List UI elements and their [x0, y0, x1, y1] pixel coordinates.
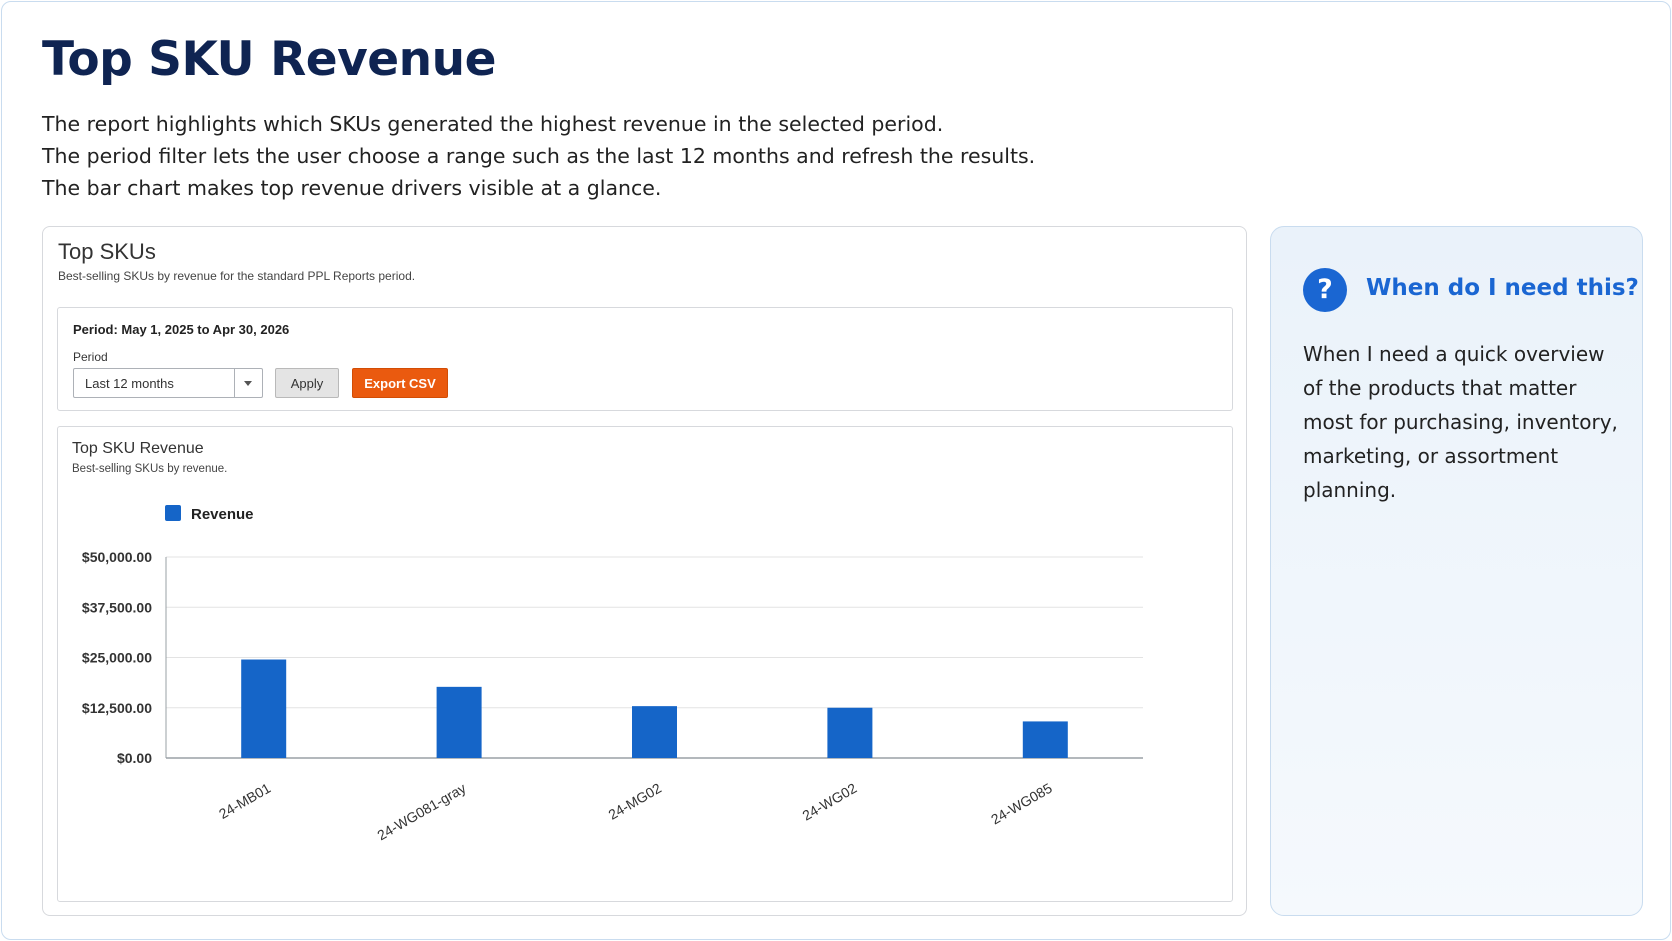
top-skus-card: Top SKUs Best-selling SKUs by revenue fo…	[42, 226, 1247, 916]
intro-text: The report highlights which SKUs generat…	[42, 108, 1035, 204]
chart-title: Top SKU Revenue	[72, 440, 204, 457]
legend-swatch	[165, 505, 181, 521]
chevron-down-icon[interactable]	[234, 369, 262, 397]
intro-line: The period filter lets the user choose a…	[42, 144, 1036, 168]
y-tick-label: $37,500.00	[82, 599, 152, 615]
help-card: ? When do I need this? When I need a qui…	[1270, 226, 1643, 916]
legend-label: Revenue	[191, 506, 254, 523]
bar	[1022, 721, 1068, 758]
card-title: Top SKUs	[58, 239, 156, 264]
x-tick-label: 24-WG085	[988, 780, 1055, 828]
y-tick-label: $12,500.00	[82, 700, 152, 716]
export-csv-button[interactable]: Export CSV	[352, 368, 448, 398]
bar	[436, 686, 482, 758]
help-title: When do I need this?	[1366, 275, 1639, 301]
intro-line: The bar chart makes top revenue drivers …	[42, 176, 662, 200]
bar	[241, 659, 287, 758]
chart-subtitle: Best-selling SKUs by revenue.	[72, 463, 228, 475]
page-title: Top SKU Revenue	[42, 32, 496, 87]
card-subtitle: Best-selling SKUs by revenue for the sta…	[58, 269, 416, 283]
filter-panel: Period: May 1, 2025 to Apr 30, 2026 Peri…	[57, 307, 1233, 411]
bar	[827, 707, 873, 758]
x-tick-label: 24-MB01	[216, 780, 273, 822]
revenue-bar-chart: Revenue $0.00 $12,500.00 $25,000.00 $37,500.…	[82, 505, 1143, 844]
question-icon: ?	[1303, 268, 1347, 312]
period-select-value: Last 12 months	[85, 376, 174, 391]
y-tick-label: $25,000.00	[82, 650, 152, 666]
chart-panel: Top SKU Revenue Best-selling SKUs by rev…	[57, 426, 1233, 902]
period-range: Period: May 1, 2025 to Apr 30, 2026	[73, 322, 290, 337]
y-tick-label: $50,000.00	[82, 549, 152, 565]
help-text: When I need a quick overview of the prod…	[1303, 342, 1618, 502]
intro-line: The report highlights which SKUs generat…	[42, 112, 944, 136]
period-label: Period	[73, 350, 108, 364]
x-tick-label: 24-WG081-gray	[374, 780, 468, 844]
period-select[interactable]: Last 12 months	[73, 368, 263, 398]
apply-button[interactable]: Apply	[275, 368, 339, 398]
bar	[632, 706, 677, 758]
y-tick-label: $0.00	[117, 750, 152, 766]
x-tick-label: 24-MG02	[605, 780, 664, 823]
x-tick-label: 24-WG02	[800, 780, 860, 824]
